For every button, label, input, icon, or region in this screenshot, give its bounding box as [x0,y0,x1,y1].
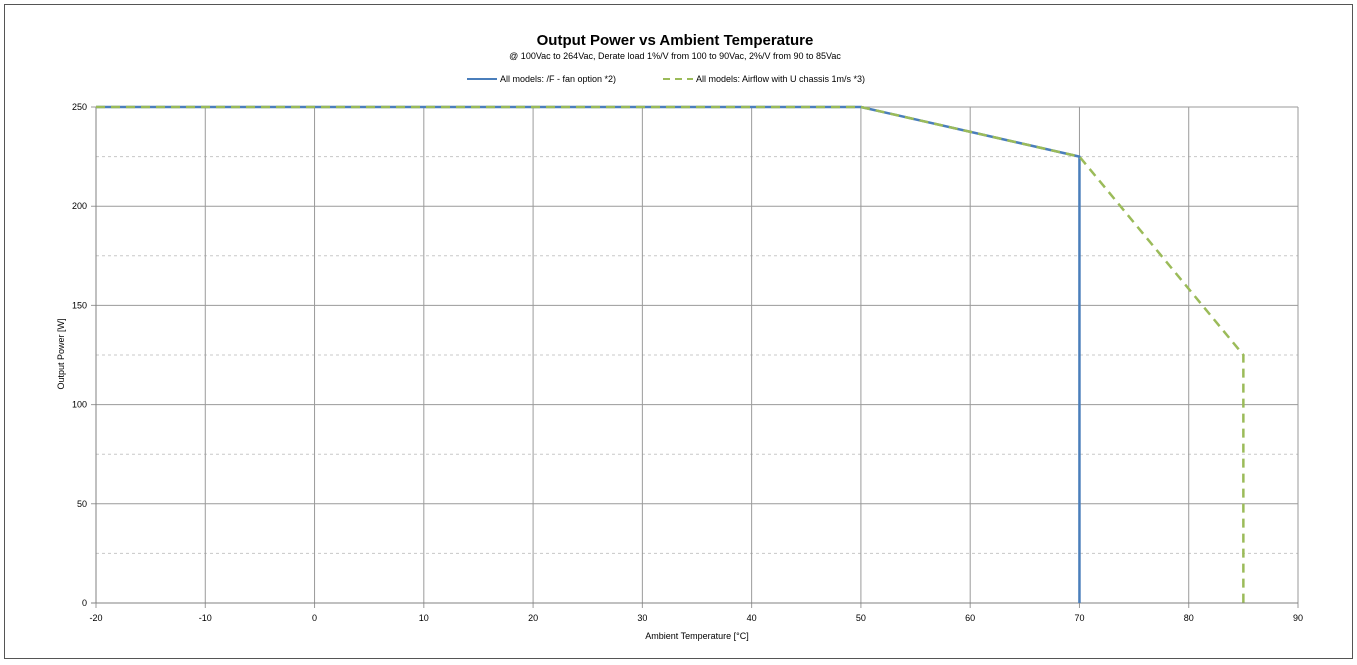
y-tick-label: 150 [72,300,87,310]
chart-frame: Output Power vs Ambient Temperature @ 10… [4,4,1353,659]
y-tick-label: 200 [72,201,87,211]
y-axis-label: Output Power [W] [56,318,66,389]
x-tick-label: 20 [528,613,538,623]
x-tick-label: 50 [856,613,866,623]
grid [91,106,1299,608]
x-tick-label: 70 [1074,613,1084,623]
y-tick-label: 250 [72,102,87,112]
x-tick-label: 0 [312,613,317,623]
x-tick-label: 40 [747,613,757,623]
series-line-2 [96,105,1245,603]
x-tick-label: 10 [419,613,429,623]
chart-title: Output Power vs Ambient Temperature [537,32,814,49]
x-tick-label: 60 [965,613,975,623]
x-tick-label: -20 [89,613,102,623]
chart-svg: Output Power vs Ambient Temperature @ 10… [56,32,1303,641]
y-tick-label: 100 [72,400,87,410]
x-axis-label: Ambient Temperature [°C] [645,631,748,641]
x-tick-label: -10 [199,613,212,623]
y-tick-label: 0 [82,598,87,608]
legend-label-series-1: All models: /F - fan option *2) [500,74,616,84]
x-tick-label: 30 [637,613,647,623]
legend: All models: /F - fan option *2) All mode… [467,74,865,84]
x-tick-label: 90 [1293,613,1303,623]
series-lines [96,105,1245,603]
x-tick-label: 80 [1184,613,1194,623]
y-tick-label: 50 [77,499,87,509]
legend-label-series-2: All models: Airflow with U chassis 1m/s … [696,74,865,84]
tick-labels: 0 50 100 150 200 250 -20 -10 0 10 20 30 40 50 60 70 80 90 [72,102,1303,623]
chart-subtitle: @ 100Vac to 264Vac, Derate load 1%/V fro… [509,51,841,61]
